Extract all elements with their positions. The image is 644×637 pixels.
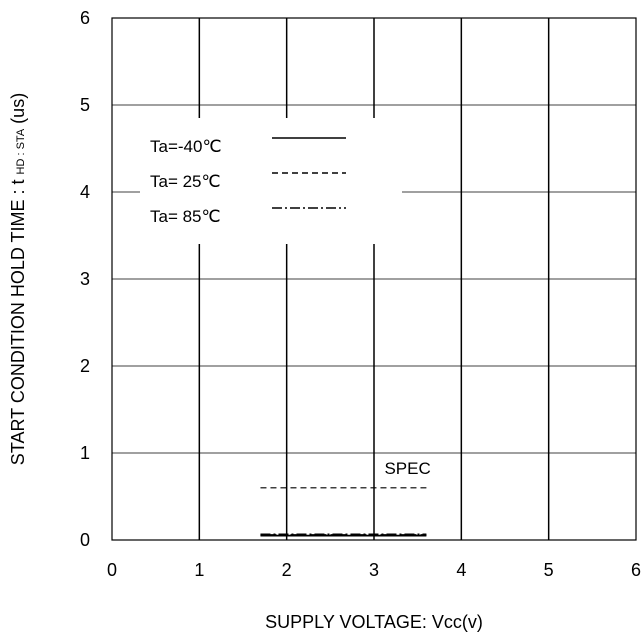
y-tick-labels: 0 1 2 3 4 5 6 bbox=[80, 8, 90, 550]
y-tick-label: 4 bbox=[80, 182, 90, 202]
legend-label: Ta= 25℃ bbox=[150, 172, 221, 191]
y-tick-label: 2 bbox=[80, 356, 90, 376]
y-tick-label: 5 bbox=[80, 95, 90, 115]
x-tick-labels: 0 1 2 3 4 5 6 bbox=[107, 560, 641, 580]
legend: Ta=-40℃ Ta= 25℃ Ta= 85℃ bbox=[140, 118, 402, 244]
x-tick-label: 6 bbox=[631, 560, 641, 580]
legend-label: Ta= 85℃ bbox=[150, 207, 221, 226]
y-tick-label: 1 bbox=[80, 443, 90, 463]
annotation-layer: SPEC bbox=[260, 459, 431, 489]
x-tick-label: 4 bbox=[456, 560, 466, 580]
x-tick-label: 0 bbox=[107, 560, 117, 580]
plot-frame bbox=[111, 17, 637, 541]
y-axis-label: START CONDITION HOLD TIME : t HD : STA (… bbox=[8, 93, 28, 465]
x-axis-label: SUPPLY VOLTAGE: Vcc(v) bbox=[265, 612, 483, 632]
legend-label: Ta=-40℃ bbox=[150, 137, 222, 156]
series-layer bbox=[260, 533, 427, 537]
y-axis-label-subscript: HD : STA bbox=[15, 128, 27, 174]
x-tick-label: 2 bbox=[282, 560, 292, 580]
x-tick-label: 5 bbox=[544, 560, 554, 580]
grid bbox=[112, 18, 636, 540]
x-tick-label: 3 bbox=[369, 560, 379, 580]
spec-label: SPEC bbox=[384, 459, 430, 478]
y-axis-label-main: START CONDITION HOLD TIME : t bbox=[8, 179, 28, 465]
y-tick-label: 3 bbox=[80, 269, 90, 289]
x-tick-label: 1 bbox=[194, 560, 204, 580]
legend-background bbox=[140, 118, 402, 244]
y-axis-label-unit: (us) bbox=[8, 93, 28, 124]
y-tick-label: 6 bbox=[80, 8, 90, 28]
y-tick-label: 0 bbox=[80, 530, 90, 550]
